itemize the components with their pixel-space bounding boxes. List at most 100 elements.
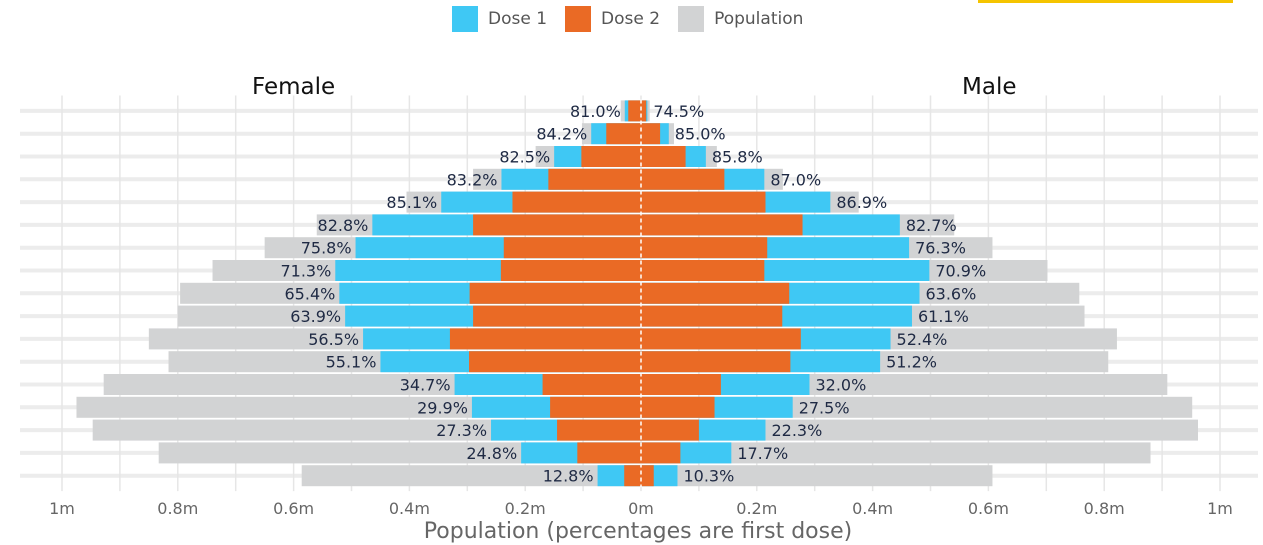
legend: Dose 1 Dose 2 Population <box>452 6 821 32</box>
data-label-female: 63.9% <box>290 307 341 326</box>
data-label-male: 52.4% <box>897 330 948 349</box>
bar-male-dose2 <box>641 396 715 418</box>
bar-female-dose2 <box>542 374 641 395</box>
data-labels: 81.0% 74.5% 84.2% 85.0% 82.5% 85.8% 83.2% 87.0%… <box>280 102 986 486</box>
bar-male-dose2 <box>641 260 765 281</box>
bar-male-dose2 <box>641 123 661 145</box>
x-tick-label: 0.8m <box>1084 499 1125 518</box>
data-label-male: 85.0% <box>675 125 726 144</box>
legend-label-population: Population <box>714 9 804 29</box>
bar-female-dose2 <box>581 146 641 167</box>
x-tick-label: 0.4m <box>389 499 430 518</box>
bar-male-dose2 <box>641 282 790 304</box>
bar-male-dose2 <box>641 374 721 395</box>
bar-female-population <box>301 465 641 487</box>
data-label-female: 75.8% <box>301 239 352 258</box>
bar-male-dose2 <box>641 305 783 327</box>
bars <box>76 99 1198 488</box>
bar-female-dose2 <box>473 214 641 236</box>
data-label-female: 81.0% <box>570 102 621 121</box>
bar-female-dose2 <box>469 282 641 304</box>
data-label-male: 63.6% <box>925 284 976 303</box>
legend-swatch-dose1 <box>452 6 478 32</box>
x-tick-label: 1m <box>49 499 75 518</box>
bar-female-dose2 <box>503 237 641 259</box>
data-label-female: 27.3% <box>436 421 487 440</box>
legend-item-population[interactable]: Population <box>678 6 803 32</box>
bar-male-dose2 <box>641 237 768 259</box>
x-tick-label: 0.6m <box>273 499 314 518</box>
x-tick-label: 0m <box>628 499 654 518</box>
bar-male-dose2 <box>641 328 801 350</box>
bar-female-dose2 <box>624 465 641 487</box>
data-label-female: 82.5% <box>499 148 550 167</box>
bar-female-dose2 <box>550 396 641 418</box>
data-label-male: 82.7% <box>906 216 957 235</box>
bar-female-dose2 <box>469 351 641 373</box>
bar-female-dose2 <box>449 328 641 350</box>
data-label-male: 76.3% <box>915 239 966 258</box>
bar-female-dose2 <box>500 260 641 281</box>
data-label-male: 17.7% <box>737 444 788 463</box>
data-label-male: 51.2% <box>886 353 937 372</box>
data-label-female: 56.5% <box>308 330 359 349</box>
top-accent-bar <box>978 0 1233 3</box>
data-label-male: 61.1% <box>918 307 969 326</box>
data-label-male: 74.5% <box>653 102 704 121</box>
x-tick-label: 0.6m <box>968 499 1009 518</box>
legend-label-dose1: Dose 1 <box>488 9 548 29</box>
legend-swatch-population <box>678 6 705 32</box>
data-label-female: 55.1% <box>326 353 377 372</box>
data-label-male: 70.9% <box>935 262 986 281</box>
bar-female-dose2 <box>606 123 641 145</box>
bar-male-population <box>641 465 993 487</box>
data-label-male: 27.5% <box>799 398 850 417</box>
bar-male-dose2 <box>641 351 791 373</box>
legend-item-dose2[interactable]: Dose 2 <box>565 6 660 32</box>
side-label-male: Male <box>962 74 1016 100</box>
data-label-male: 86.9% <box>836 193 887 212</box>
bar-female-dose2 <box>548 168 641 190</box>
bar-female-dose2 <box>628 100 641 122</box>
legend-item-dose1[interactable]: Dose 1 <box>452 6 547 32</box>
bar-female-dose2 <box>473 305 641 327</box>
legend-swatch-dose2 <box>565 6 592 32</box>
x-tick-label: 1m <box>1207 499 1233 518</box>
bar-female-dose2 <box>577 442 641 464</box>
data-label-female: 82.8% <box>318 216 369 235</box>
bar-male-dose2 <box>641 465 654 487</box>
data-label-female: 29.9% <box>417 398 468 417</box>
data-label-male: 10.3% <box>683 467 734 486</box>
data-label-male: 22.3% <box>771 421 822 440</box>
bar-female-dose2 <box>512 191 641 213</box>
bar-female-dose2 <box>557 419 641 441</box>
data-label-female: 83.2% <box>447 170 498 189</box>
bar-male-dose2 <box>641 146 686 167</box>
bar-male-dose2 <box>641 168 725 190</box>
data-label-female: 34.7% <box>400 376 451 395</box>
x-tick-label: 0.2m <box>736 499 777 518</box>
bar-male-population <box>641 442 1151 464</box>
legend-label-dose2: Dose 2 <box>601 9 661 29</box>
bar-female-population <box>158 442 641 464</box>
bar-male-population <box>641 419 1198 441</box>
data-label-male: 85.8% <box>712 148 763 167</box>
bar-male-dose2 <box>641 191 766 213</box>
bar-male-dose2 <box>641 100 647 122</box>
data-label-female: 71.3% <box>280 262 331 281</box>
data-label-female: 24.8% <box>466 444 517 463</box>
data-label-female: 84.2% <box>536 125 587 144</box>
tick-labels: 1m 0.8m 0.6m 0.4m 0.2m 0m 0.2m 0.4m 0.6m 0.8m 1m <box>49 499 1233 518</box>
data-label-female: 65.4% <box>285 284 336 303</box>
data-label-male: 32.0% <box>815 376 866 395</box>
bar-male-dose2 <box>641 419 699 441</box>
data-label-female: 85.1% <box>386 193 437 212</box>
x-tick-label: 0.2m <box>505 499 546 518</box>
x-tick-label: 0.4m <box>852 499 893 518</box>
data-label-female: 12.8% <box>543 467 594 486</box>
data-label-male: 87.0% <box>770 170 821 189</box>
side-label-female: Female <box>252 74 335 100</box>
bar-male-dose2 <box>641 442 681 464</box>
x-axis-title: Population (percentages are first dose) <box>424 519 852 544</box>
